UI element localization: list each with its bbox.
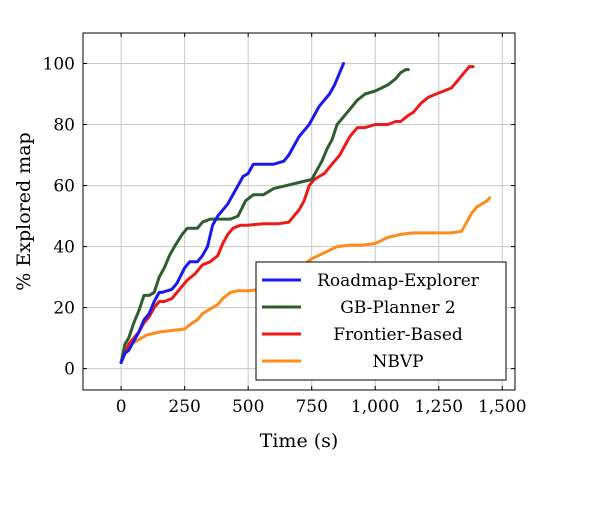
y-tick-label: 80	[53, 116, 75, 136]
y-tick-label: 100	[43, 55, 75, 75]
x-tick-label: 1,500	[478, 397, 527, 417]
x-tick-label: 0	[116, 397, 127, 417]
y-tick-label: 40	[53, 238, 75, 258]
x-tick-label: 500	[232, 397, 264, 417]
series-line	[119, 62, 345, 364]
legend-label: NBVP	[372, 352, 423, 372]
y-axis-label: % Explored map	[13, 132, 35, 290]
x-axis-label: Time (s)	[260, 430, 339, 452]
plot-frame	[82, 32, 516, 391]
x-tick-label: 1,000	[351, 397, 400, 417]
y-tick-label: 20	[53, 299, 75, 319]
x-tick-label: 250	[168, 397, 200, 417]
legend-label: Frontier-Based	[333, 325, 463, 345]
series-line	[119, 65, 475, 364]
legend-label: Roadmap-Explorer	[317, 271, 480, 291]
series-line	[119, 68, 410, 364]
legend-label: GB-Planner 2	[340, 298, 455, 318]
y-tick-label: 0	[64, 360, 75, 380]
x-tick-label: 750	[295, 397, 327, 417]
x-tick-label: 1,250	[414, 397, 463, 417]
legend: Roadmap-Explorer GB-Planner 2 Frontier-Bas…	[255, 261, 507, 381]
axis-ticks: 0 250 500 750 1,000 1,250 1,500 0 20 40 60 80 100	[43, 33, 527, 417]
y-tick-label: 60	[53, 177, 75, 197]
